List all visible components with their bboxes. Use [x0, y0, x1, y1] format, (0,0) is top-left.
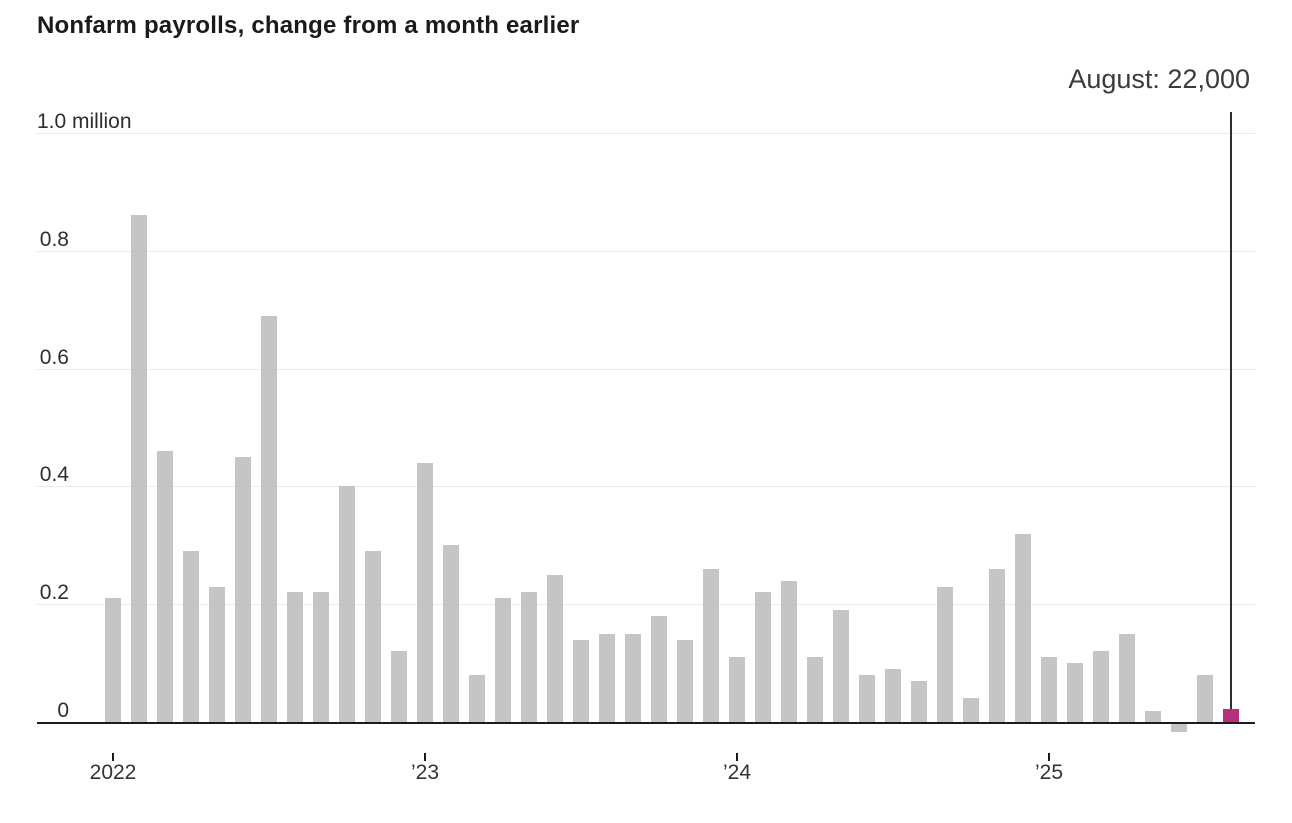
- bar-Jan 2024: [729, 657, 745, 722]
- bar-Mar 2022: [157, 451, 173, 722]
- highlight-annotation-label: August: 22,000: [1068, 64, 1250, 94]
- bar-Dec 2024: [1015, 534, 1031, 722]
- bar-Feb 2025: [1067, 663, 1083, 722]
- x-axis-label: ’25: [1034, 761, 1064, 784]
- y-axis-label: 0: [57, 699, 69, 722]
- gridline: [37, 486, 1255, 487]
- bar-Nov 2022: [365, 551, 381, 722]
- bar-Dec 2022: [391, 651, 407, 722]
- bar-Jul 2022: [261, 316, 277, 722]
- x-axis-label: ’23: [410, 761, 440, 784]
- bar-May 2023: [521, 592, 537, 722]
- x-axis-label: 2022: [89, 761, 137, 784]
- x-axis-label: ’24: [722, 761, 752, 784]
- bar-Aug 2024: [911, 681, 927, 722]
- bar-Oct 2024: [963, 698, 979, 722]
- x-axis-baseline: [37, 722, 1255, 724]
- y-axis-label: 0.2: [39, 581, 69, 604]
- bar-Jun 2022: [235, 457, 251, 722]
- bar-Feb 2024: [755, 592, 771, 722]
- bar-Apr 2024: [807, 657, 823, 722]
- bar-Apr 2022: [183, 551, 199, 722]
- bar-Jun 2024: [859, 675, 875, 722]
- bar-Mar 2024: [781, 581, 797, 722]
- bar-Mar 2023: [469, 675, 485, 722]
- gridline: [37, 604, 1255, 605]
- bar-Mar 2025: [1093, 651, 1109, 722]
- gridline: [37, 133, 1255, 134]
- bar-Jan 2025: [1041, 657, 1057, 722]
- bar-Sep 2023: [625, 634, 641, 722]
- bar-Jan 2022: [105, 598, 121, 722]
- bar-Jul 2023: [573, 640, 589, 722]
- bar-Feb 2023: [443, 545, 459, 722]
- bar-Dec 2023: [703, 569, 719, 722]
- bar-May 2025: [1145, 711, 1161, 722]
- y-axis-label: 0.8: [39, 228, 69, 251]
- bar-Apr 2025: [1119, 634, 1135, 722]
- bar-Jul 2025: [1197, 675, 1213, 722]
- bar-Oct 2022: [339, 486, 355, 722]
- x-axis-tick: [1048, 753, 1050, 761]
- y-axis-label: 1.0 million: [37, 110, 132, 133]
- highlight-bar-Aug 2025: [1223, 709, 1239, 722]
- bar-May 2024: [833, 610, 849, 722]
- bar-Oct 2023: [651, 616, 667, 722]
- bar-Feb 2022: [131, 215, 147, 722]
- bar-Jun 2023: [547, 575, 563, 722]
- bar-Aug 2023: [599, 634, 615, 722]
- bar-Sep 2024: [937, 587, 953, 722]
- bar-May 2022: [209, 587, 225, 722]
- bar-Apr 2023: [495, 598, 511, 722]
- x-axis-tick: [736, 753, 738, 761]
- x-axis-tick: [424, 753, 426, 761]
- x-axis-tick: [112, 753, 114, 761]
- bar-Jan 2023: [417, 463, 433, 722]
- bar-Nov 2023: [677, 640, 693, 722]
- y-axis-label: 0.6: [39, 346, 69, 369]
- gridline: [37, 251, 1255, 252]
- chart-title: Nonfarm payrolls, change from a month ea…: [37, 12, 580, 39]
- bar-Aug 2022: [287, 592, 303, 722]
- gridline: [37, 369, 1255, 370]
- bar-Nov 2024: [989, 569, 1005, 722]
- annotation-callout-line: [1230, 112, 1232, 709]
- bar-Jul 2024: [885, 669, 901, 722]
- bar-Jun 2025: [1171, 724, 1187, 732]
- plot-area: 1.0 million 0.8 0.6 0.4 0.2 0: [37, 111, 1255, 732]
- y-axis-label: 0.4: [39, 463, 69, 486]
- bar-Sep 2022: [313, 592, 329, 722]
